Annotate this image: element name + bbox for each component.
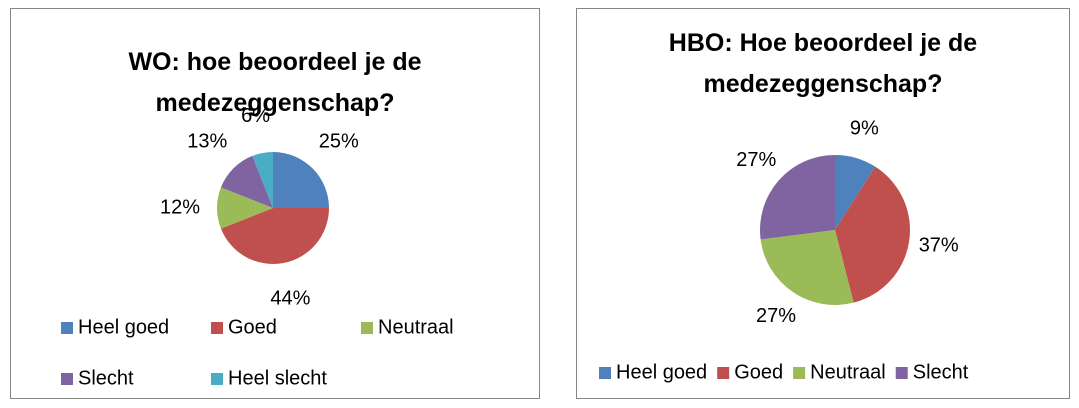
legend-label: Slecht <box>913 361 969 383</box>
chart-frame: HBO: Hoe beoordeel je de medezeggenschap… <box>576 8 1070 399</box>
data-label: 37% <box>919 235 959 257</box>
data-label: 27% <box>756 305 796 327</box>
legend-swatch <box>793 367 806 379</box>
chart: 9% 37% 27% 27% Heel goed Goed Neutraal Slecht <box>599 117 969 383</box>
legend-label: Neutraal <box>378 316 454 338</box>
pie-slice <box>252 152 273 208</box>
legend-swatch <box>211 322 223 334</box>
legend-label: Goed <box>228 316 277 338</box>
data-label: 13% <box>187 131 227 153</box>
data-label: 44% <box>270 288 310 310</box>
legend-swatch <box>895 367 908 379</box>
data-label: 12% <box>160 196 200 218</box>
data-label: 25% <box>319 131 359 153</box>
chart-title: HBO: Hoe beoordeel je de medezeggenschap… <box>668 29 978 98</box>
pie-slice <box>835 166 910 303</box>
pie-slice <box>220 155 273 208</box>
chart-title: WO: hoe beoordeel je de medezeggenschap? <box>128 48 422 117</box>
pie-slice <box>760 155 835 240</box>
legend-label: Goed <box>734 361 783 383</box>
legend-swatch <box>717 367 730 379</box>
data-label: 6% <box>241 105 270 127</box>
pie-slice <box>760 230 854 305</box>
legend-swatch <box>211 373 223 385</box>
legend-label: Neutraal <box>810 361 886 383</box>
legend-swatch <box>599 367 611 379</box>
pie-slice <box>273 152 329 208</box>
pie-slice <box>217 187 273 229</box>
chart-frame: WO: hoe beoordeel je de medezeggenschap?… <box>10 8 540 399</box>
pie-slice <box>220 208 329 264</box>
legend-label: Slecht <box>78 367 134 389</box>
data-label: 27% <box>736 149 776 171</box>
pie-slice <box>835 155 876 230</box>
legend-label: Heel goed <box>78 316 169 338</box>
chart: 25% 44% 12% 13% 6% Heel goed Goed Neutraal Slech… <box>61 105 454 389</box>
legend-swatch <box>361 322 373 334</box>
legend-label: Heel goed <box>616 361 707 383</box>
legend-swatch <box>61 373 73 385</box>
legend-label: Heel slecht <box>228 367 327 389</box>
data-label: 9% <box>850 117 879 139</box>
legend-swatch <box>61 322 73 334</box>
